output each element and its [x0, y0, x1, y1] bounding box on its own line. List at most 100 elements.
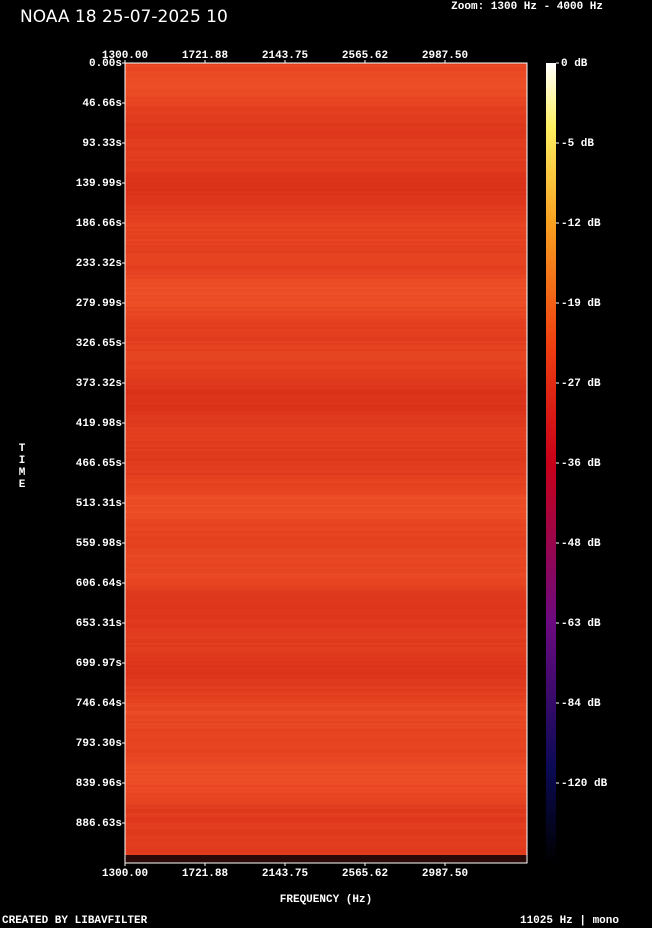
spectrogram-row: [125, 619, 527, 621]
spectrogram-row: [125, 723, 527, 725]
spectrogram-row: [125, 205, 527, 207]
spectrogram-row: [125, 841, 527, 843]
spectrogram-row: [125, 381, 527, 383]
spectrogram-row: [125, 637, 527, 639]
spectrogram-row: [125, 151, 527, 153]
spectrogram-row: [125, 87, 527, 89]
spectrogram-row: [125, 787, 527, 789]
y-tick-label: 793.30s: [76, 738, 122, 750]
spectrogram-row: [125, 813, 527, 815]
spectrogram-row: [125, 425, 527, 427]
spectrogram-row: [125, 403, 527, 405]
spectrogram-row: [125, 479, 527, 481]
spectrogram-row: [125, 747, 527, 749]
chart-title: NOAA 18 25-07-2025 10: [20, 7, 228, 27]
spectrogram-row: [125, 515, 527, 517]
spectrogram-row: [125, 223, 527, 225]
spectrogram-row: [125, 273, 527, 275]
x-tick-label: 1721.88: [182, 868, 229, 880]
colorbar-tick-label: -5 dB: [561, 138, 594, 150]
spectrogram-row: [125, 125, 527, 127]
spectrogram-row: [125, 767, 527, 769]
spectrogram-row: [125, 739, 527, 741]
spectrogram-row: [125, 179, 527, 181]
spectrogram-row: [125, 131, 527, 133]
spectrogram-row: [125, 317, 527, 319]
spectrogram-row: [125, 377, 527, 379]
zoom-label: Zoom: 1300 Hz - 4000 Hz: [451, 1, 603, 13]
spectrogram-row: [125, 607, 527, 609]
spectrogram-row: [125, 207, 527, 209]
spectrogram-row: [125, 89, 527, 91]
spectrogram-row: [125, 457, 527, 459]
spectrogram-row: [125, 773, 527, 775]
spectrogram-row: [125, 569, 527, 571]
spectrogram-row: [125, 437, 527, 439]
spectrogram-row: [125, 73, 527, 75]
spectrogram-row: [125, 557, 527, 559]
colorbar-tick-label: -19 dB: [561, 298, 601, 310]
spectrogram-row: [125, 649, 527, 651]
spectrogram-row: [125, 159, 527, 161]
spectrogram-row: [125, 545, 527, 547]
spectrogram-row: [125, 237, 527, 239]
spectrogram-row: [125, 201, 527, 203]
spectrogram-row: [125, 853, 527, 855]
spectrogram-row: [125, 419, 527, 421]
spectrogram-row: [125, 371, 527, 373]
spectrogram-row: [125, 733, 527, 735]
spectrogram-row: [125, 331, 527, 333]
spectrogram-row: [125, 721, 527, 723]
spectrogram-row: [125, 633, 527, 635]
spectrogram-row: [125, 361, 527, 363]
spectrogram-row: [125, 715, 527, 717]
y-tick-label: 746.64s: [76, 698, 122, 710]
spectrogram-row: [125, 215, 527, 217]
spectrogram-row: [125, 213, 527, 215]
spectrogram-row: [125, 85, 527, 87]
spectrogram-row: [125, 631, 527, 633]
spectrogram-row: [125, 241, 527, 243]
spectrogram-row: [125, 411, 527, 413]
x-tick-label: 2987.50: [422, 868, 468, 880]
x-tick-label: 2143.75: [262, 868, 309, 880]
spectrogram-row: [125, 163, 527, 165]
spectrogram-row: [125, 421, 527, 423]
spectrogram-row: [125, 831, 527, 833]
spectrogram-row: [125, 157, 527, 159]
spectrogram-row: [125, 587, 527, 589]
spectrogram-row: [125, 129, 527, 131]
spectrogram-row: [125, 65, 527, 67]
spectrogram-row: [125, 337, 527, 339]
spectrogram-row: [125, 443, 527, 445]
colorbar: [546, 63, 556, 863]
x-axis-label: FREQUENCY (Hz): [280, 894, 372, 906]
x-tick-label: 1721.88: [182, 50, 229, 62]
spectrogram-row: [125, 835, 527, 837]
spectrogram-row: [125, 101, 527, 103]
spectrogram-row: [125, 333, 527, 335]
spectrogram-row: [125, 617, 527, 619]
spectrogram-row: [125, 355, 527, 357]
spectrogram-row: [125, 267, 527, 269]
spectrogram-row: [125, 579, 527, 581]
spectrogram-row: [125, 817, 527, 819]
spectrogram-row: [125, 391, 527, 393]
y-tick-label: 886.63s: [76, 818, 122, 830]
spectrogram-row: [125, 121, 527, 123]
spectrogram-row: [125, 785, 527, 787]
spectrogram-row: [125, 293, 527, 295]
y-tick-label: 466.65s: [76, 458, 122, 470]
spectrogram-row: [125, 239, 527, 241]
spectrogram-row: [125, 177, 527, 179]
spectrogram-row: [125, 827, 527, 829]
spectrogram-row: [125, 83, 527, 85]
spectrogram-row: [125, 387, 527, 389]
spectrogram-row: [125, 647, 527, 649]
spectrogram-row: [125, 611, 527, 613]
spectrogram-row: [125, 197, 527, 199]
spectrogram-row: [125, 567, 527, 569]
spectrogram-row: [125, 659, 527, 661]
spectrogram-row: [125, 757, 527, 759]
spectrogram-row: [125, 513, 527, 515]
